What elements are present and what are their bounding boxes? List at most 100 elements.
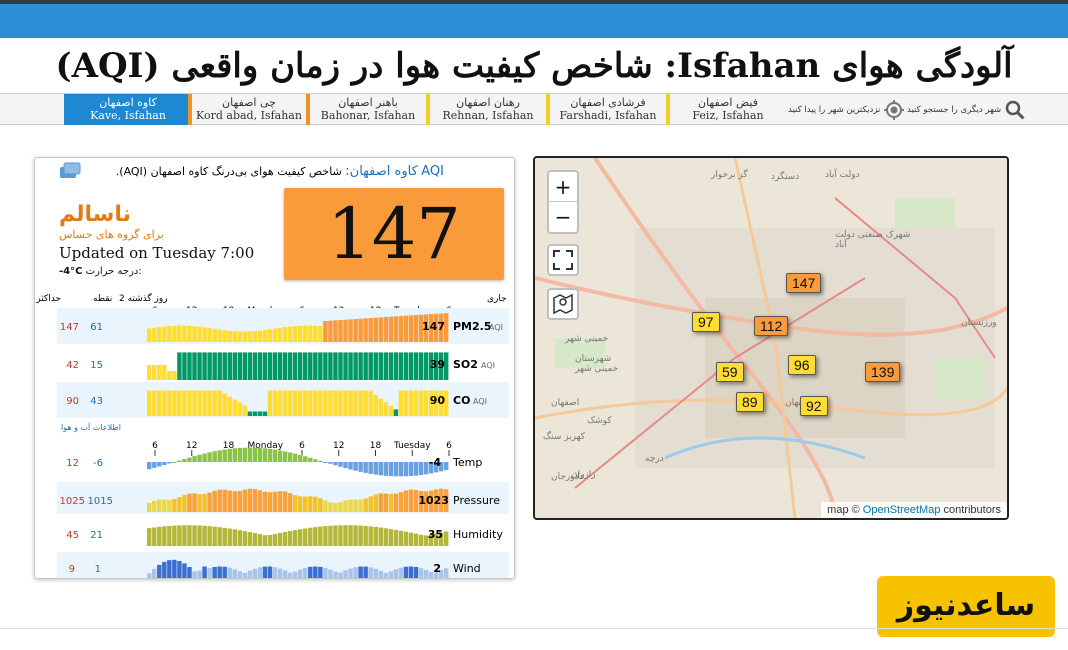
history-bar (192, 352, 197, 380)
history-bar (358, 352, 363, 380)
history-bar (423, 314, 429, 342)
history-bar (433, 572, 439, 578)
history-bar (338, 572, 343, 578)
zoom-out-button[interactable]: − (554, 205, 572, 229)
station-map[interactable]: گز برخوار دستگرد دولت آباد شهرک صنعتی دو… (533, 156, 1009, 520)
nearest-city-button[interactable]: نزدیکترین شهر را پیدا کنید (788, 97, 905, 123)
heading-station: کاوه اصفهان: (345, 164, 418, 179)
zoom-in-button[interactable]: + (549, 172, 577, 202)
map-label: فلاورجان (551, 472, 585, 482)
locate-icon (884, 100, 905, 120)
history-bar (338, 525, 343, 546)
history-bar (277, 352, 283, 380)
history-bar (247, 411, 253, 416)
tab-label-en: Bahonar, Isfahan (320, 109, 416, 122)
history-bar (313, 527, 318, 546)
history-bar (398, 492, 404, 512)
history-bar (192, 456, 197, 462)
history-bar (157, 526, 162, 546)
map-label: گز برخوار (711, 170, 748, 180)
history-bar (373, 568, 378, 578)
history-bar (413, 352, 419, 380)
history-bar (182, 525, 187, 546)
history-bar (257, 567, 263, 578)
tab-kave[interactable]: کاوه اصفهان Kave, Isfahan (64, 94, 188, 125)
history-bar (353, 319, 358, 342)
station-marker[interactable]: 112 (754, 316, 789, 336)
history-bar (147, 462, 152, 470)
station-marker[interactable]: 139 (865, 362, 901, 382)
history-bar (177, 525, 182, 546)
so2-min: 15 (90, 360, 103, 371)
history-bar (222, 489, 227, 512)
history-bar (343, 319, 348, 342)
history-bar (368, 567, 373, 578)
history-bar (298, 569, 303, 578)
history-bar (147, 528, 152, 546)
co-min: 43 (90, 396, 103, 407)
history-bar (177, 390, 182, 416)
history-bar (202, 493, 207, 512)
tab-kord-abad[interactable]: چی اصفهان Kord abad, Isfahan (188, 94, 306, 125)
history-bar (212, 451, 217, 462)
history-bar (313, 459, 318, 462)
history-bar (348, 390, 353, 416)
history-bar (383, 402, 388, 416)
co-max: 90 (66, 396, 79, 407)
osm-link[interactable]: OpenStreetMap (862, 504, 941, 516)
station-marker[interactable]: 96 (788, 355, 816, 375)
history-bar (433, 533, 439, 546)
history-bar (217, 329, 222, 342)
search-city-button[interactable]: شهر دیگری را جستجو کنید (907, 97, 1025, 123)
station-marker[interactable]: 89 (736, 392, 764, 412)
history-bar (227, 352, 232, 380)
tab-farshadi[interactable]: فرشادی اصفهان Farshadi, Isfahan (546, 94, 666, 125)
history-bar (222, 393, 227, 416)
tab-rehnan[interactable]: رهنان اصفهان Rehnan, Isfahan (426, 94, 546, 125)
history-bar (187, 390, 192, 416)
history-bar (313, 352, 318, 380)
embed-widget-icon[interactable] (59, 161, 83, 179)
pm25-unit: AQI (489, 323, 503, 332)
attribution-suffix: contributors (943, 504, 1001, 516)
station-marker[interactable]: 92 (800, 396, 828, 416)
map-label: ورزنستان (961, 318, 997, 328)
history-bar (378, 527, 383, 546)
site-logo: ساعدنیوز (877, 576, 1055, 637)
tab-bahonar[interactable]: باهنر اصفهان Bahonar, Isfahan (306, 94, 426, 125)
fullscreen-button[interactable] (547, 244, 579, 276)
tab-feiz[interactable]: فیض اصفهان Feiz, Isfahan (666, 94, 786, 125)
history-bar (388, 352, 394, 380)
fullscreen-icon (553, 250, 573, 270)
history-bar (167, 390, 172, 416)
station-marker[interactable]: 147 (786, 273, 822, 293)
history-bar (217, 390, 222, 416)
temp-max: 12 (66, 458, 79, 469)
history-bar (328, 569, 333, 578)
map-label: دولت آباد (825, 170, 860, 180)
station-marker[interactable]: 59 (716, 362, 744, 382)
history-bar (232, 352, 237, 380)
history-bar (378, 493, 383, 512)
history-bar (423, 352, 429, 380)
history-bar (252, 568, 258, 578)
history-bar (172, 390, 177, 416)
history-bar (393, 493, 399, 512)
history-bar (308, 496, 313, 512)
history-bar (227, 567, 232, 578)
history-bar (242, 405, 248, 416)
history-bar (338, 502, 343, 512)
history-bar (318, 460, 323, 462)
station-marker[interactable]: 97 (692, 312, 720, 332)
history-bar (328, 320, 333, 342)
temp-name: Temp (452, 456, 482, 469)
axis-tick-label: 12 (333, 441, 344, 451)
aqi-value-box: 147 (284, 188, 504, 280)
history-bar (418, 314, 424, 342)
history-bar (403, 490, 409, 512)
pm25-name: PM2.5 (453, 320, 492, 333)
map-pin-icon (553, 293, 573, 315)
history-bar (433, 352, 439, 380)
map-layers-button[interactable] (547, 288, 579, 320)
history-bar (408, 352, 414, 380)
